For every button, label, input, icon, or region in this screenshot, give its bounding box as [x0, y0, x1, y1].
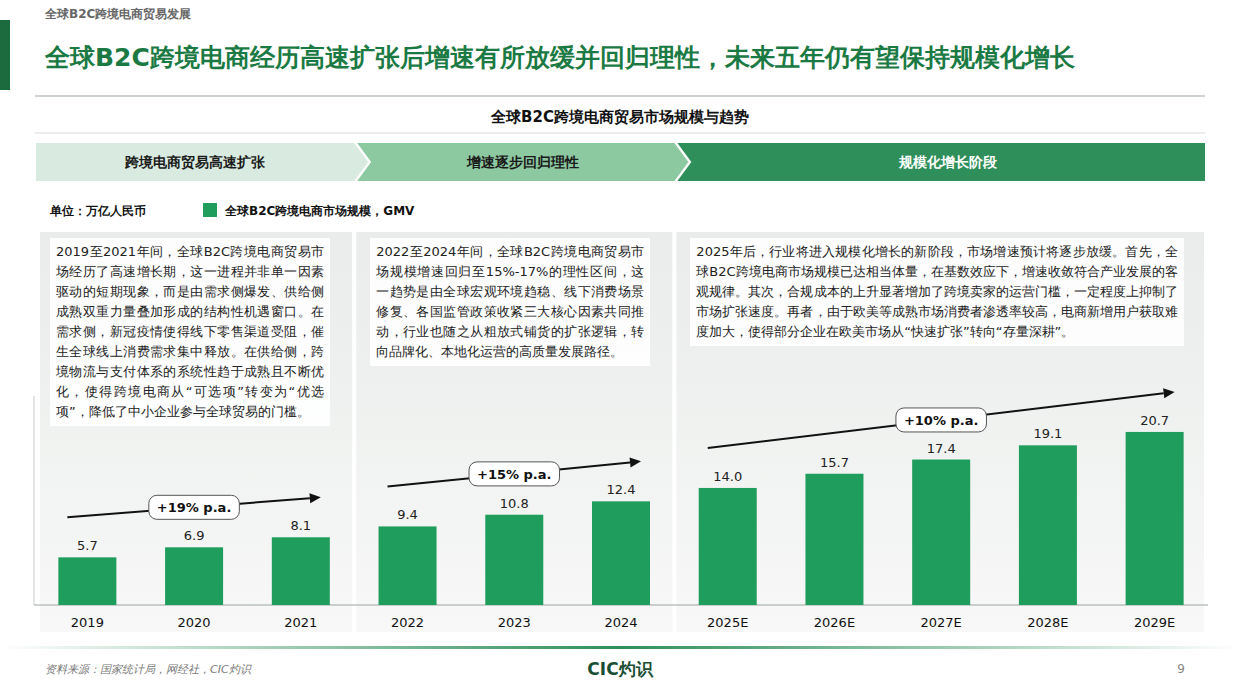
- phase-label: 规模化增长阶段: [898, 154, 998, 170]
- bar: [165, 547, 223, 605]
- data-label: 12.4: [607, 482, 636, 497]
- logo: CIC灼识: [587, 659, 653, 679]
- growth-arrow: [67, 498, 309, 517]
- phase-text: 2019至2021年间，全球B2C跨境电商贸易市场经历了高速增长期，这一进程并非…: [50, 238, 330, 426]
- phase-text: 2025年后，行业将进入规模化增长的新阶段，市场增速预计将逐步放缓。首先，全球B…: [690, 238, 1184, 346]
- growth-label: +15% p.a.: [477, 467, 552, 482]
- phase-chevron: [36, 143, 368, 181]
- x-tick-label: 2027E: [921, 615, 962, 630]
- bar: [1019, 445, 1077, 605]
- section-label: 全球B2C跨境电商贸易发展: [44, 7, 191, 21]
- bar: [699, 488, 757, 605]
- data-label: 19.1: [1033, 426, 1062, 441]
- chart-title-rule: [35, 133, 1205, 134]
- bar: [272, 537, 330, 605]
- x-tick-label: 2025E: [707, 615, 748, 630]
- unit-label: 单位：万亿人民币: [49, 204, 146, 218]
- growth-arrowhead: [1163, 388, 1175, 398]
- page-number: 9: [1177, 662, 1185, 676]
- data-label: 17.4: [927, 441, 956, 456]
- x-tick-label: 2020: [178, 615, 211, 630]
- x-tick-label: 2026E: [814, 615, 855, 630]
- growth-badge: +10% p.a.: [896, 408, 987, 432]
- data-label: 20.7: [1140, 413, 1169, 428]
- growth-badge-box: [149, 495, 240, 519]
- growth-badge-box: [896, 408, 987, 432]
- footer-rule: [0, 646, 1240, 649]
- bar: [805, 474, 863, 605]
- growth-arrow: [708, 393, 1164, 448]
- phase-panel: [40, 232, 352, 632]
- x-tick-label: 2021: [284, 615, 317, 630]
- growth-badge: +15% p.a.: [469, 462, 559, 486]
- growth-label: +10% p.a.: [904, 413, 979, 428]
- phase-text: 2022至2024年间，全球B2C跨境电商贸易市场规模增速回归至15%-17%的…: [370, 238, 650, 366]
- growth-badge: +19% p.a.: [149, 495, 240, 519]
- phase-chevron: [677, 143, 1205, 181]
- bar: [592, 501, 650, 605]
- bars: [58, 432, 1183, 605]
- data-label: 15.7: [820, 455, 849, 470]
- bar: [912, 460, 970, 605]
- growth-arrowhead: [630, 457, 641, 467]
- source-note: 资料来源：国家统计局，网经社，CIC灼识: [45, 663, 252, 676]
- slide-title: 全球B2C跨境电商经历高速扩张后增速有所放缓并回归理性，未来五年仍有望保持规模化…: [44, 43, 1075, 72]
- x-tick-label: 2024: [604, 615, 637, 630]
- data-label: 6.9: [184, 528, 205, 543]
- phase-panel: [356, 232, 672, 632]
- chart-title: 全球B2C跨境电商贸易市场规模与趋势: [490, 108, 749, 126]
- x-tick-label: 2019: [71, 615, 104, 630]
- accent-bar: [0, 20, 10, 90]
- data-label: 9.4: [397, 507, 418, 522]
- phase-label: 增速逐步回归理性: [466, 154, 579, 170]
- growth-label: +19% p.a.: [157, 500, 232, 515]
- x-tick-label: 2028E: [1027, 615, 1068, 630]
- bar: [379, 526, 437, 605]
- x-tick-label: 2023: [498, 615, 531, 630]
- growth-arrowhead: [309, 493, 320, 503]
- bar: [1126, 432, 1184, 605]
- growth-badge-box: [469, 462, 559, 486]
- y-axis-line: [34, 396, 35, 605]
- slide: 全球B2C跨境电商贸易发展全球B2C跨境电商经历高速扩张后增速有所放缓并回归理性…: [0, 0, 1240, 697]
- data-label: 10.8: [500, 496, 529, 511]
- legend-label: 全球B2C跨境电商市场规模，GMV: [224, 204, 415, 218]
- phase-chevron: [357, 143, 688, 181]
- data-label: 8.1: [290, 518, 311, 533]
- title-rule: [35, 96, 1205, 97]
- x-tick-label: 2029E: [1134, 615, 1175, 630]
- data-label: 5.7: [77, 538, 98, 553]
- legend-swatch: [203, 203, 217, 217]
- phase-label: 跨境电商贸易高速扩张: [124, 154, 266, 170]
- x-tick-label: 2022: [391, 615, 424, 630]
- bar: [58, 557, 116, 605]
- growth-arrow: [388, 462, 631, 486]
- data-label: 14.0: [713, 469, 742, 484]
- phase-panel: [676, 232, 1204, 632]
- bar: [485, 515, 543, 605]
